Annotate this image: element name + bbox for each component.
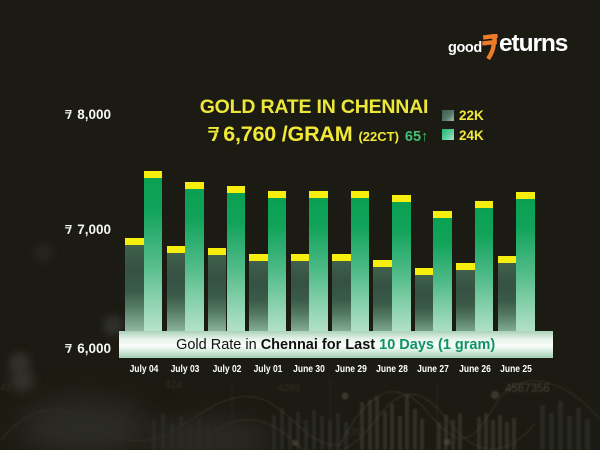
svg-text:424: 424	[165, 380, 182, 391]
svg-text:4357: 4357	[345, 427, 365, 437]
svg-text:4567356: 4567356	[505, 383, 550, 395]
svg-text:4292: 4292	[278, 383, 301, 394]
svg-text:42: 42	[0, 383, 12, 394]
